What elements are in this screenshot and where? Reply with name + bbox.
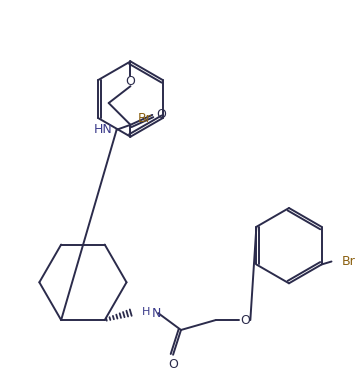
Text: HN: HN [93, 123, 112, 136]
Text: O: O [156, 108, 166, 121]
Text: O: O [240, 314, 251, 327]
Text: H: H [142, 307, 151, 317]
Text: N: N [152, 307, 161, 320]
Text: Br: Br [341, 255, 355, 268]
Text: O: O [168, 358, 178, 371]
Text: O: O [126, 75, 135, 88]
Text: Br: Br [138, 112, 151, 125]
